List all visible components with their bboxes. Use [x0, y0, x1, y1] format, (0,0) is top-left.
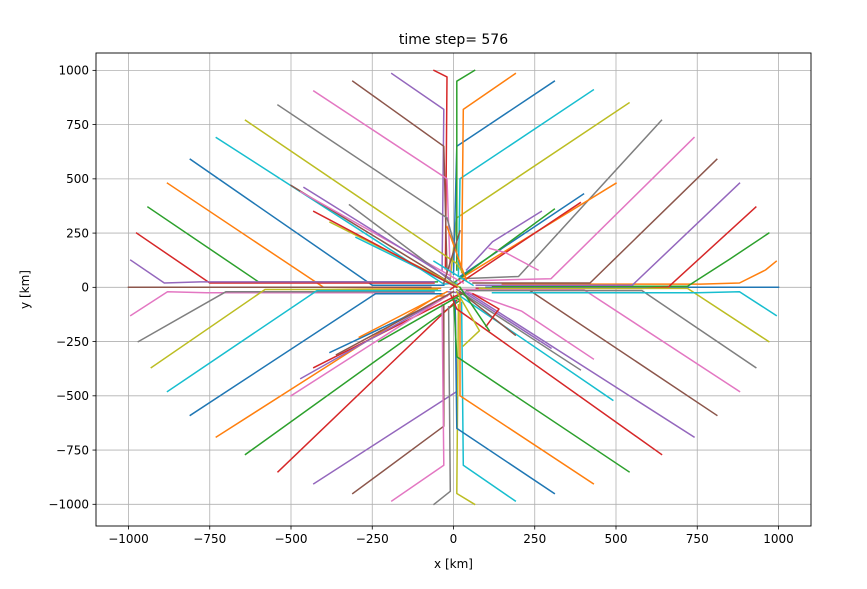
trajectory-line	[456, 303, 476, 506]
trajectory-line	[455, 290, 481, 347]
trajectory-line	[462, 290, 553, 350]
trajectory-line	[335, 290, 455, 356]
trajectory-line	[458, 290, 517, 337]
trajectory-line	[189, 293, 445, 417]
trajectory-line	[299, 294, 449, 380]
y-axis-label: y [km]	[18, 270, 32, 309]
trajectory-line	[455, 288, 582, 371]
trajectory-line	[460, 301, 517, 503]
y-tick-label: −250	[56, 335, 89, 349]
trajectory-line	[446, 225, 468, 282]
x-tick-label: 250	[523, 532, 546, 546]
trajectory-line	[166, 289, 442, 393]
trajectory-line	[459, 119, 663, 280]
trajectory-line	[458, 294, 614, 402]
x-tick-label: 0	[450, 532, 458, 546]
trajectory-line	[390, 303, 445, 503]
trajectory-line	[452, 295, 631, 473]
y-tick-label: 0	[81, 281, 89, 295]
trajectory-line	[390, 72, 445, 271]
trajectory-line	[457, 88, 595, 278]
trajectory-line	[478, 287, 770, 343]
trajectory-line	[129, 259, 435, 284]
x-axis-label: x [km]	[434, 557, 473, 571]
trajectory-line	[458, 286, 491, 332]
y-tick-label: −500	[56, 389, 89, 403]
trajectory-line	[475, 182, 741, 286]
trajectory-line	[351, 80, 448, 273]
trajectory-line	[432, 260, 475, 287]
trajectory-line	[465, 289, 757, 369]
x-tick-label: 1000	[763, 532, 794, 546]
trajectory-line	[137, 290, 435, 343]
trajectory-line	[377, 290, 468, 343]
trajectory-line	[491, 290, 778, 317]
x-tick-label: −750	[193, 532, 226, 546]
trajectory-line	[469, 136, 696, 282]
trajectory-line	[358, 290, 449, 339]
x-tick-label: 500	[605, 532, 628, 546]
trajectory-line	[449, 201, 582, 291]
x-tick-label: −1000	[108, 532, 149, 546]
trajectory-line	[189, 158, 445, 286]
y-tick-label: 750	[66, 118, 89, 132]
trajectory-line	[312, 210, 458, 289]
trajectory-line	[471, 292, 500, 328]
trajectory-line	[432, 306, 452, 506]
trajectory-series	[127, 69, 780, 506]
trajectory-line	[299, 190, 465, 285]
trajectory-line	[472, 158, 718, 284]
chart-title: time step= 576	[399, 32, 508, 48]
trajectory-line	[446, 290, 696, 439]
trajectory-line	[129, 290, 435, 317]
trajectory-line	[442, 229, 461, 284]
x-tick-label: 750	[686, 532, 709, 546]
y-tick-label: 500	[66, 172, 89, 186]
trajectory-line	[289, 292, 452, 397]
trajectory-line	[302, 186, 452, 280]
x-tick-label: −250	[356, 532, 389, 546]
y-tick-label: 250	[66, 226, 89, 240]
trajectory-line	[456, 69, 476, 271]
trajectory-line	[462, 288, 741, 393]
trajectory-line	[491, 232, 770, 287]
y-tick-label: −750	[56, 443, 89, 457]
trajectory-line	[452, 208, 556, 285]
axis-ticks: −1000 −750 −500 −250 0 250 500 750 1000 −1000 −750…	[48, 64, 793, 546]
trajectory-line	[459, 297, 595, 485]
y-tick-label: −1000	[48, 498, 89, 512]
trajectory-line	[135, 232, 435, 284]
trajectory-line	[488, 247, 540, 272]
trajectory-line	[465, 290, 595, 360]
trajectory-line	[460, 72, 517, 273]
y-tick-label: 1000	[58, 64, 89, 78]
trajectory-line	[465, 210, 543, 272]
trajectory-line	[150, 288, 439, 369]
x-tick-label: −500	[275, 532, 308, 546]
trajectory-line	[312, 89, 452, 276]
